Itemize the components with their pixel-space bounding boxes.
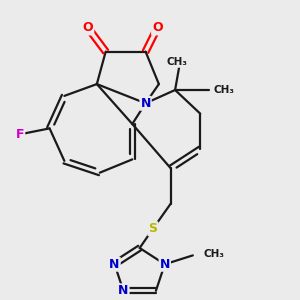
Text: N: N <box>140 97 151 110</box>
Text: N: N <box>160 258 170 271</box>
Text: O: O <box>83 22 93 34</box>
Text: CH₃: CH₃ <box>203 249 224 259</box>
Text: N: N <box>110 258 120 271</box>
Text: S: S <box>148 222 158 235</box>
Text: N: N <box>118 284 129 297</box>
Text: CH₃: CH₃ <box>214 85 235 95</box>
Text: F: F <box>16 128 24 141</box>
Text: CH₃: CH₃ <box>166 57 187 67</box>
Text: O: O <box>152 22 163 34</box>
